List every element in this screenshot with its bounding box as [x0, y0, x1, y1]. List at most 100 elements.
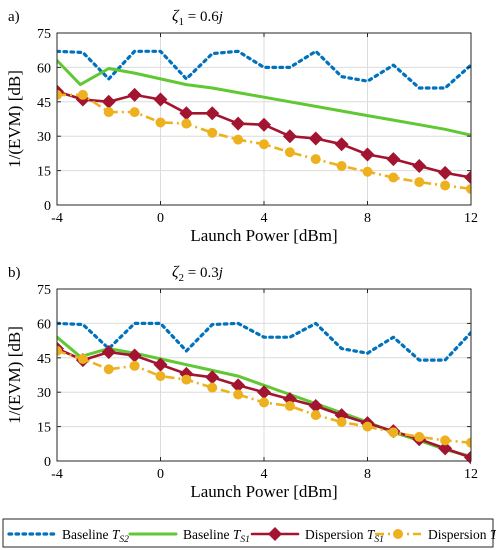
- series-dispersion-ts1: [57, 84, 471, 185]
- data-point: [360, 147, 375, 162]
- legend: Baseline TS2 Baseline TS1 Dispersion TS1 Di…: [2, 518, 496, 548]
- x-tick-label: 12: [464, 467, 478, 482]
- data-point: [308, 131, 323, 146]
- legend-entry-baseline-ts1: Baseline TS1: [128, 527, 250, 545]
- data-point: [153, 357, 168, 372]
- data-point: [127, 348, 142, 363]
- data-point: [362, 166, 373, 177]
- data-point: [414, 431, 425, 442]
- data-point: [440, 180, 451, 191]
- x-axis-label: Launch Power [dBm]: [190, 226, 337, 245]
- y-tick-label: 60: [37, 317, 51, 332]
- data-point: [386, 152, 401, 167]
- legend-label-symbol: T: [490, 527, 496, 542]
- y-tick-label: 0: [44, 199, 51, 214]
- legend-label-subscript: S2: [119, 535, 129, 545]
- data-point: [466, 183, 471, 194]
- legend-entry-dispersion-ts2: Dispersion TS2: [375, 527, 496, 545]
- data-point: [101, 345, 116, 360]
- series-line: [57, 49, 471, 90]
- data-point: [388, 172, 399, 183]
- title-symbol: ζ: [172, 264, 180, 281]
- panel-label: a): [8, 9, 20, 25]
- title-subscript: 1: [178, 16, 184, 28]
- y-tick-label: 75: [37, 283, 51, 298]
- y-tick-label: 30: [37, 130, 51, 145]
- legend-label: Baseline TS2: [62, 527, 129, 545]
- x-tick-label: 0: [157, 467, 164, 482]
- legend-box: [2, 518, 494, 548]
- legend-label-symbol: T: [367, 527, 376, 542]
- y-tick-label: 75: [37, 27, 51, 42]
- data-point: [233, 134, 244, 145]
- title-unit: j: [217, 9, 223, 25]
- series-dispersion-ts2: [57, 345, 471, 448]
- data-point: [388, 427, 399, 438]
- panel-label: b): [8, 265, 21, 281]
- series-baseline-ts2: [57, 321, 471, 362]
- chart-title: ζ1 = 0.6j: [172, 8, 223, 28]
- series-line: [57, 321, 471, 362]
- data-point: [231, 116, 246, 131]
- x-tick-label: 4: [261, 211, 268, 226]
- data-point: [310, 154, 321, 165]
- series-baseline-ts2: [57, 49, 471, 90]
- data-point: [257, 117, 271, 132]
- data-point: [414, 177, 425, 188]
- data-point: [207, 127, 218, 138]
- data-point: [310, 410, 321, 421]
- data-point: [179, 106, 194, 121]
- data-point: [284, 400, 295, 411]
- legend-entry-dispersion-ts1: Dispersion TS1: [250, 527, 384, 545]
- series-dispersion-ts1: [57, 341, 471, 465]
- legend-label-text: Dispersion: [428, 527, 490, 542]
- data-point: [155, 371, 166, 382]
- data-point: [282, 129, 297, 144]
- legend-swatch-marker: [393, 529, 403, 539]
- data-point: [362, 421, 373, 432]
- x-tick-label: 4: [261, 467, 268, 482]
- legend-label-subscript: S1: [240, 535, 250, 545]
- data-point: [57, 89, 62, 100]
- data-point: [127, 87, 142, 102]
- x-tick-label: 0: [157, 211, 164, 226]
- y-tick-label: 45: [37, 352, 51, 367]
- y-tick-label: 0: [44, 455, 51, 470]
- data-point: [259, 139, 269, 150]
- data-point: [101, 94, 116, 109]
- x-tick-label: -4: [51, 211, 63, 226]
- y-tick-label: 60: [37, 61, 51, 76]
- series-dispersion-ts2: [57, 89, 471, 194]
- title-subscript: 2: [178, 272, 184, 284]
- data-point: [464, 170, 471, 185]
- series-line: [57, 59, 471, 137]
- legend-label: Dispersion TS1: [305, 527, 384, 545]
- data-point: [155, 117, 166, 128]
- data-point: [466, 437, 471, 448]
- data-point: [284, 147, 295, 158]
- data-point: [259, 397, 269, 408]
- legend-label-symbol: T: [233, 527, 242, 542]
- legend-label: Baseline TS1: [183, 527, 250, 545]
- title-symbol: ζ: [172, 8, 180, 25]
- chart-title: ζ2 = 0.3j: [172, 264, 223, 284]
- y-axis-label: 1/(EVM) [dB]: [5, 70, 24, 168]
- data-point: [205, 370, 220, 385]
- x-tick-label: 8: [364, 211, 371, 226]
- x-tick-label: -4: [51, 467, 63, 482]
- data-point: [336, 417, 347, 428]
- legend-label-text: Baseline: [183, 527, 233, 542]
- legend-label-text: Dispersion: [305, 527, 367, 542]
- legend-label: Dispersion TS2: [428, 527, 496, 545]
- legend-entry-baseline-ts2: Baseline TS2: [7, 527, 129, 545]
- y-tick-label: 45: [37, 96, 51, 111]
- data-point: [103, 364, 114, 375]
- data-point: [77, 89, 88, 100]
- x-tick-label: 8: [364, 467, 371, 482]
- data-point: [181, 118, 192, 129]
- data-point: [440, 435, 451, 446]
- legend-label-symbol: T: [112, 527, 121, 542]
